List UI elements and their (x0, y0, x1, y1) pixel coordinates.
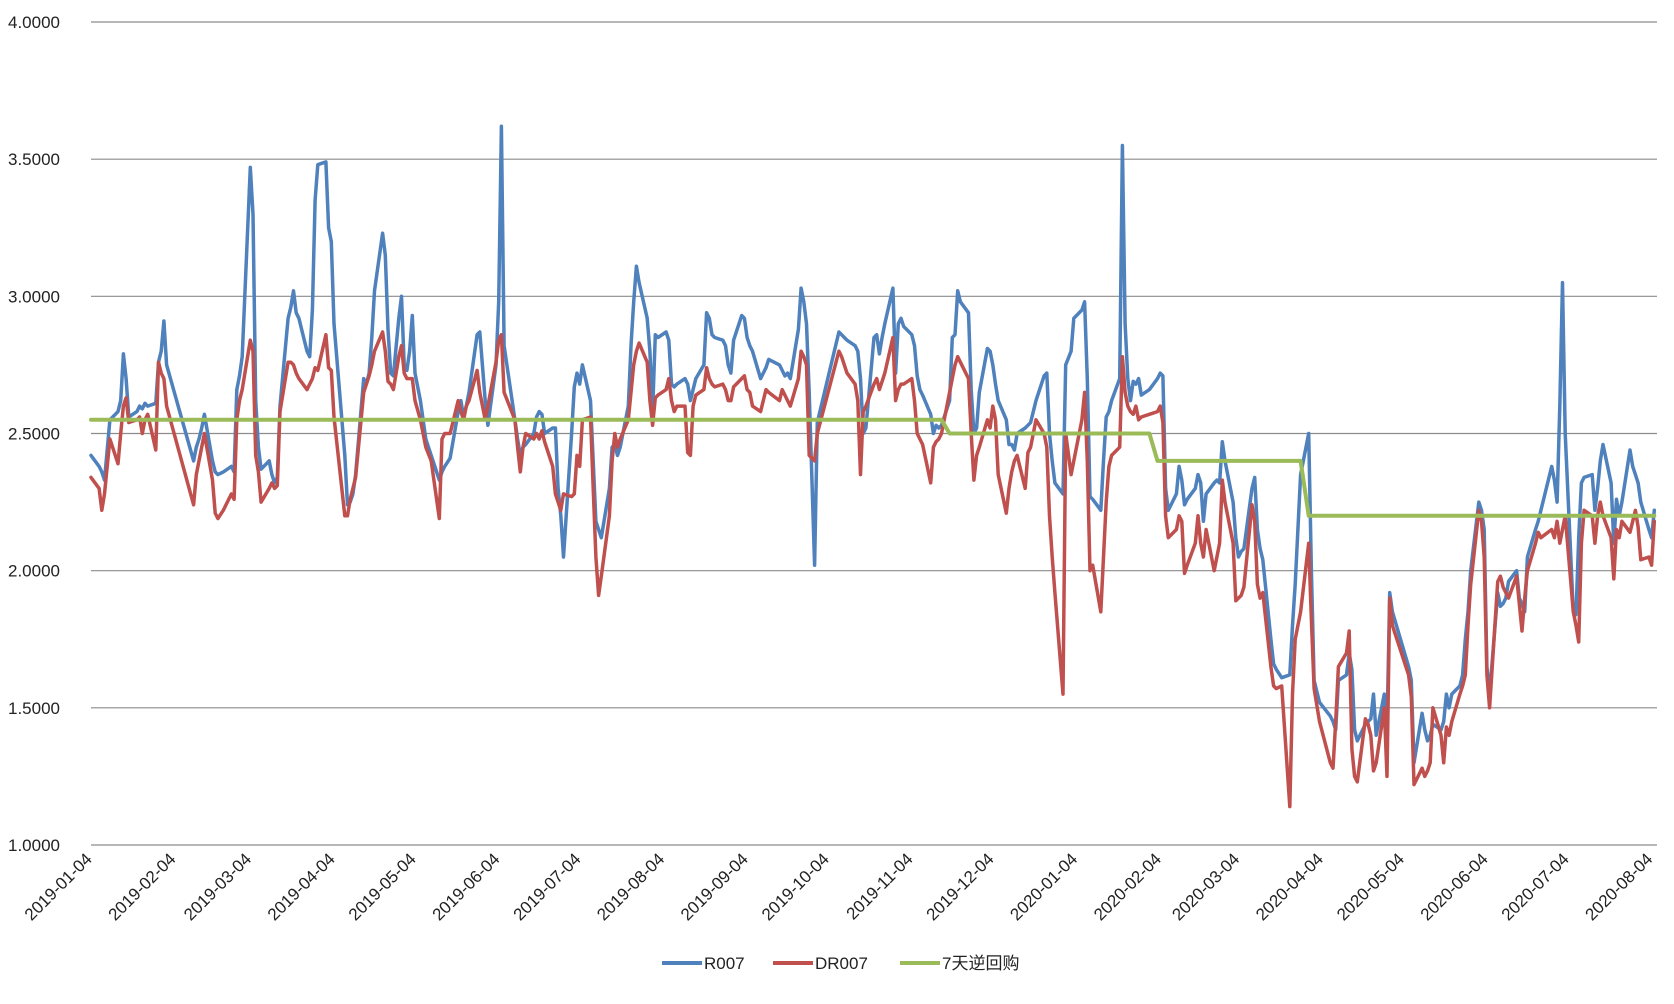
y-tick-label: 1.5000 (8, 699, 60, 718)
x-tick-label: 2019-05-04 (345, 849, 420, 924)
gridlines (91, 21, 1657, 846)
y-tick-label: 4.0000 (8, 13, 60, 32)
x-tick-label: 2019-11-04 (843, 849, 917, 923)
legend-label: DR007 (815, 954, 868, 973)
series-line-R007 (89, 124, 1657, 765)
x-tick-label: 2020-03-04 (1168, 849, 1243, 924)
legend-label: R007 (704, 954, 745, 973)
x-tick-label: 2019-03-04 (180, 849, 255, 924)
x-tick-label: 2019-04-04 (264, 849, 339, 924)
y-axis-ticks: 1.0000 1.5000 2.0000 2.5000 3.0000 3.5000 4.00… (8, 13, 60, 855)
y-tick-label: 1.0000 (8, 836, 60, 855)
x-tick-label: 2020-02-04 (1090, 849, 1165, 924)
y-tick-label: 2.0000 (8, 562, 60, 581)
x-tick-label: 2019-06-04 (429, 849, 504, 924)
x-tick-label: 2020-05-04 (1333, 849, 1408, 924)
x-tick-label: 2019-12-04 (923, 849, 998, 924)
legend: R007 DR007 7天逆回购 (662, 954, 1019, 973)
series-lines (89, 124, 1657, 809)
x-tick-label: 2020-08-04 (1581, 849, 1656, 924)
x-tick-label: 2019-10-04 (758, 849, 833, 924)
x-tick-label: 2020-07-04 (1498, 849, 1573, 924)
series-line-7天逆回购 (89, 417, 1657, 518)
x-tick-label: 2019-02-04 (105, 849, 180, 924)
legend-label: 7天逆回购 (942, 954, 1019, 973)
series-line-DR007 (89, 330, 1657, 809)
y-tick-label: 3.5000 (8, 150, 60, 169)
x-tick-label: 2019-01-04 (21, 849, 96, 924)
y-tick-label: 3.0000 (8, 287, 60, 306)
x-tick-label: 2020-06-04 (1417, 849, 1492, 924)
x-tick-label: 2019-07-04 (510, 849, 585, 924)
x-tick-label: 2019-08-04 (593, 849, 668, 924)
x-tick-label: 2020-01-04 (1006, 849, 1081, 924)
y-tick-label: 2.5000 (8, 425, 60, 444)
x-tick-label: 2019-09-04 (677, 849, 752, 924)
x-axis-ticks: 2019-01-04 2019-02-04 2019-03-04 2019-04-04… (21, 849, 1657, 924)
x-tick-label: 2020-04-04 (1252, 849, 1327, 924)
